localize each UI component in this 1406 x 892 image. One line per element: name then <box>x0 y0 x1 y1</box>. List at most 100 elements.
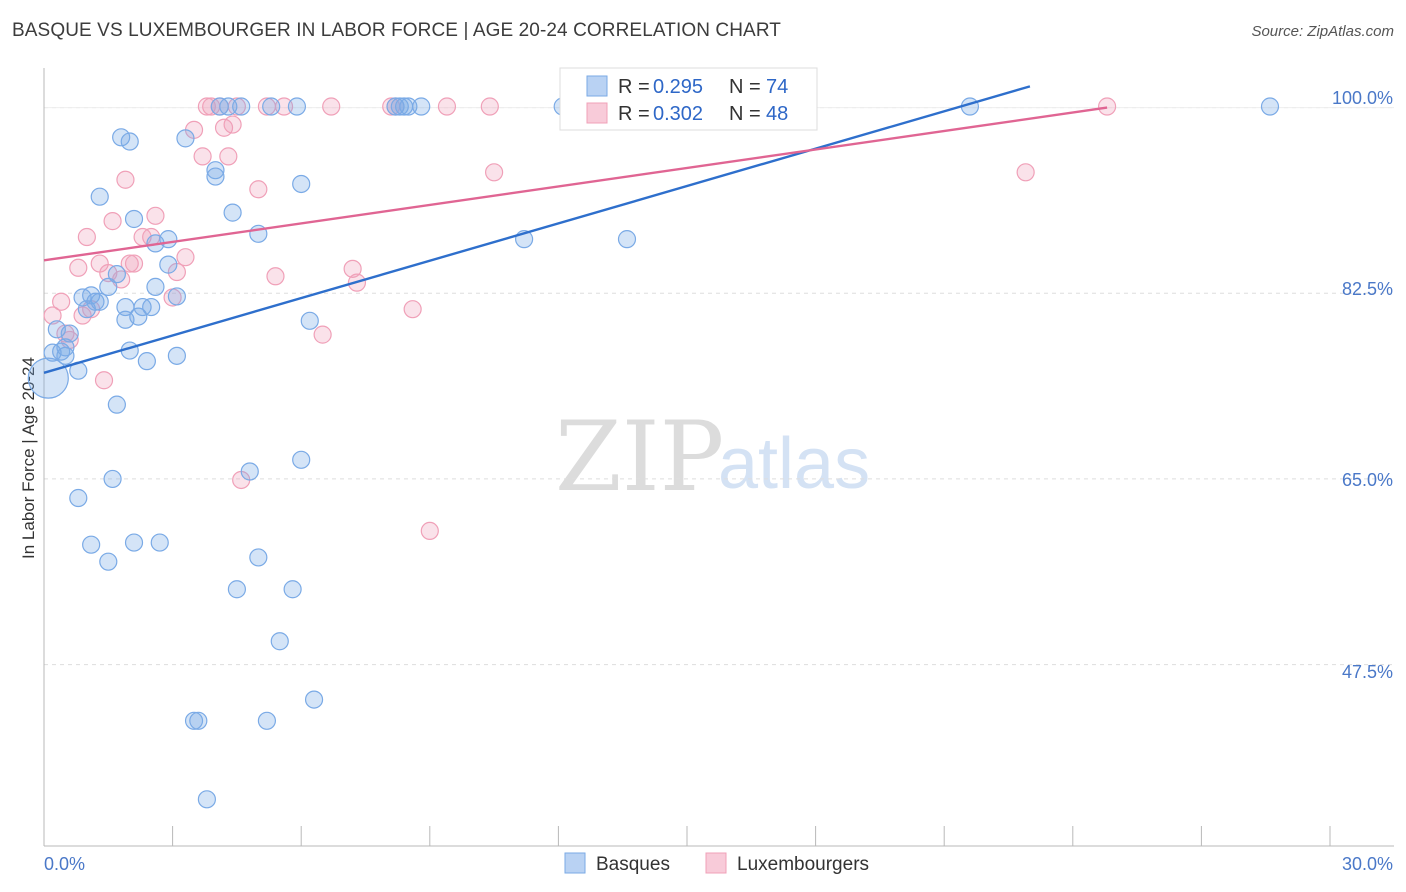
basques-point <box>283 580 302 599</box>
luxembourgers-point <box>146 206 165 225</box>
luxembourgers-point <box>176 248 195 267</box>
y-tick-label-47-5: 47.5% <box>1342 662 1393 682</box>
luxembourgers-point <box>274 97 294 116</box>
basques-point <box>219 97 238 116</box>
watermark: ZIP atlas <box>555 401 870 513</box>
bottom-legend-label-luxembourgers: Luxembourgers <box>737 854 869 875</box>
trend-lines <box>43 85 1108 374</box>
legend-r-label-basques: R = <box>618 76 650 98</box>
basques-point <box>206 161 225 180</box>
luxembourgers-point <box>437 97 457 116</box>
luxembourgers-point <box>219 147 238 166</box>
basques-point <box>617 230 637 249</box>
basques-point <box>270 632 289 651</box>
source-label: Source: ZipAtlas.com <box>1251 23 1394 40</box>
basques-point <box>82 535 101 554</box>
basques-point <box>189 711 208 730</box>
basques-point <box>112 128 131 147</box>
stats-legend: R = 0.295 N = 74 R = 0.302 N = 48 <box>559 67 818 131</box>
legend-r-value-luxembourgers: 0.302 <box>653 103 703 125</box>
luxembourgers-point <box>120 254 139 273</box>
legend-n-value-luxembourgers: 48 <box>766 103 788 125</box>
basques-point <box>159 230 178 249</box>
basques-point <box>240 462 259 481</box>
luxembourgers-point <box>480 97 499 116</box>
basques-point <box>107 265 126 284</box>
basques-point <box>412 97 431 116</box>
luxembourgers-trend-line <box>43 106 1108 262</box>
basques-point <box>99 552 118 571</box>
basques-point <box>107 395 126 414</box>
basques-point <box>287 97 307 116</box>
y-tick-label-82-5: 82.5% <box>1342 279 1393 299</box>
luxembourgers-point <box>116 170 135 189</box>
basques-point <box>159 255 178 274</box>
bottom-legend-swatch-luxembourgers <box>705 852 727 874</box>
legend-n-label-basques: N = <box>729 76 761 98</box>
basques-point <box>227 580 246 599</box>
luxembourgers-point <box>197 97 216 116</box>
basques-point <box>184 711 204 730</box>
basques-point <box>167 287 186 306</box>
y-tick-labels: 100.0% 82.5% 65.0% 47.5% <box>1332 88 1393 682</box>
legend-swatch-basques <box>586 75 608 97</box>
basques-point <box>304 690 324 709</box>
luxembourgers-point <box>223 115 242 134</box>
basques-point <box>137 352 156 371</box>
luxembourgers-point <box>1097 97 1117 116</box>
basques-point <box>223 203 242 222</box>
basques-point <box>124 533 144 552</box>
luxembourgers-point <box>94 371 114 390</box>
luxembourgers-points <box>43 97 1117 541</box>
luxembourgers-point <box>1016 163 1035 182</box>
basques-point <box>120 132 139 151</box>
luxembourgers-point <box>193 147 212 166</box>
luxembourgers-point <box>77 227 96 247</box>
legend-n-label-luxembourgers: N = <box>729 103 761 125</box>
basques-point <box>176 129 195 148</box>
luxembourgers-point <box>313 325 332 344</box>
bottom-legend-swatch-basques <box>564 852 586 874</box>
legend-r-value-basques: 0.295 <box>653 76 703 98</box>
basques-point <box>399 97 418 116</box>
basques-point <box>1260 97 1280 116</box>
gridlines <box>44 107 1394 666</box>
basques-point <box>167 346 186 365</box>
watermark-zip: ZIP <box>555 401 724 513</box>
basques-point <box>142 297 161 317</box>
basques-point <box>86 292 105 311</box>
basques-point <box>257 711 277 730</box>
basques-point <box>197 790 216 809</box>
luxembourgers-point <box>43 306 62 325</box>
basques-point <box>262 97 281 116</box>
basques-points <box>27 97 1280 809</box>
basques-point <box>146 277 165 296</box>
basques-point-large <box>27 357 69 399</box>
basques-point <box>90 187 109 206</box>
luxembourgers-point <box>322 97 341 116</box>
basques-trend-line <box>43 85 1031 374</box>
luxembourgers-point <box>485 163 504 182</box>
luxembourgers-point <box>124 254 144 273</box>
chart-title: BASQUE VS LUXEMBOURGER IN LABOR FORCE | … <box>12 20 782 41</box>
basques-point <box>206 167 225 186</box>
basques-point <box>292 174 311 194</box>
luxembourgers-point <box>420 521 439 541</box>
luxembourgers-point <box>266 267 285 286</box>
series-legend: Basques Luxembourgers <box>564 852 869 875</box>
watermark-atlas: atlas <box>718 424 870 504</box>
legend-swatch-luxembourgers <box>586 102 608 124</box>
luxembourgers-point <box>69 258 88 277</box>
legend-n-value-basques: 74 <box>766 76 788 98</box>
y-tick-label-65: 65.0% <box>1342 470 1393 490</box>
basques-point <box>60 324 79 343</box>
basques-point <box>56 346 75 365</box>
luxembourgers-point <box>343 259 362 278</box>
basques-point <box>292 450 311 469</box>
luxembourgers-point <box>249 180 268 199</box>
basques-point <box>124 209 144 229</box>
y-tick-label-100: 100.0% <box>1332 88 1393 108</box>
basques-point <box>249 548 268 567</box>
basques-point <box>69 488 88 508</box>
